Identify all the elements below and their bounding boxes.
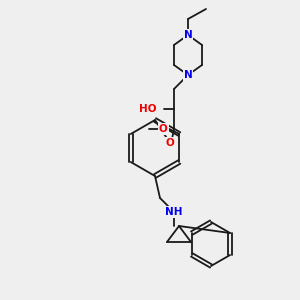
Text: N: N (184, 70, 192, 80)
Text: O: O (166, 138, 174, 148)
Text: HO: HO (139, 104, 156, 114)
Text: N: N (184, 30, 192, 40)
Text: NH: NH (165, 207, 183, 217)
Text: O: O (159, 124, 168, 134)
